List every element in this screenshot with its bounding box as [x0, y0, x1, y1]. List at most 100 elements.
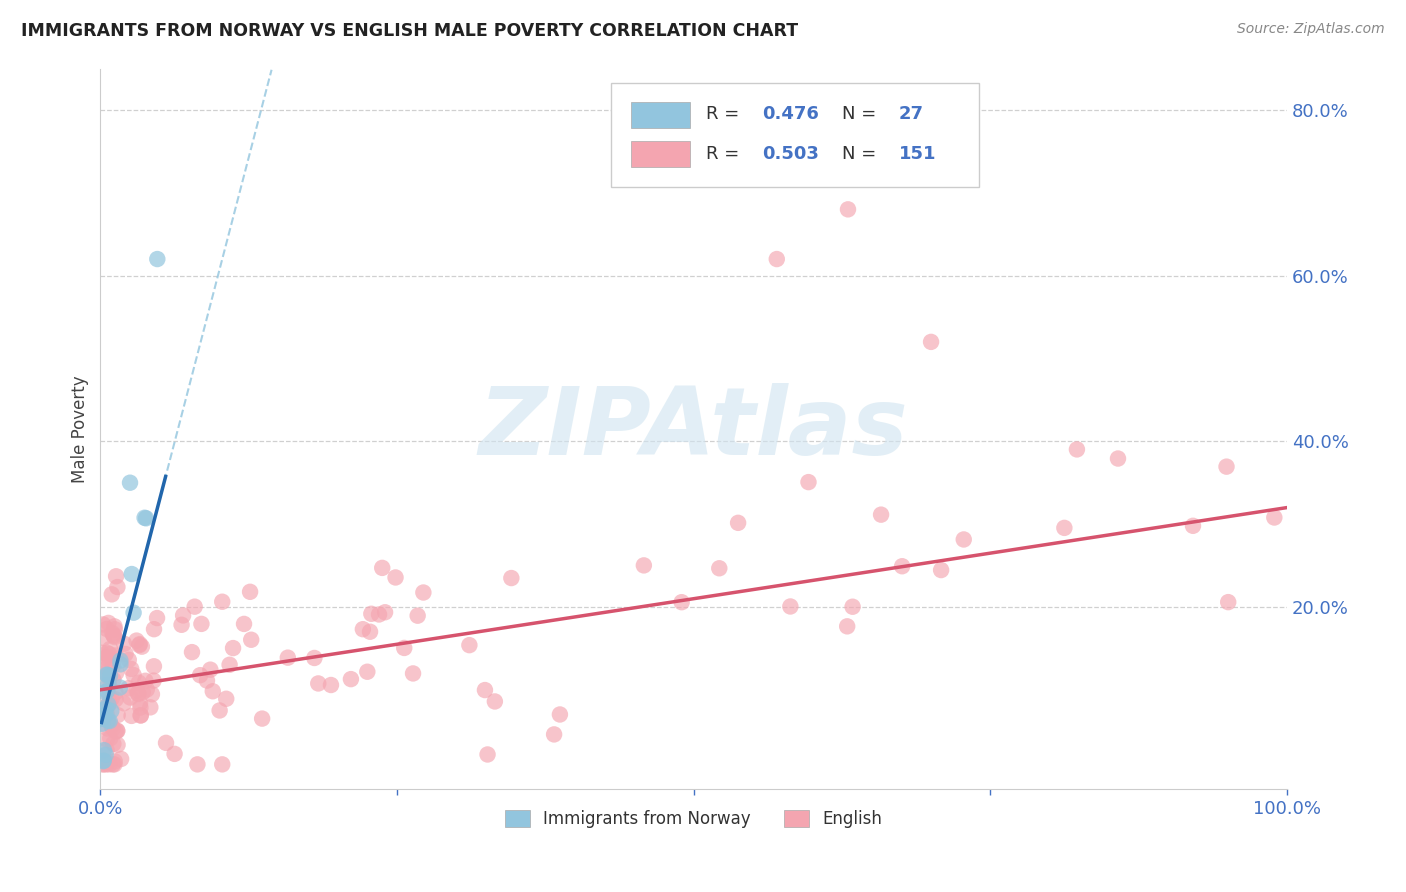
- Point: [98, 651, 121, 665]
- Point: [112, 637, 135, 651]
- Point: [129, 700, 152, 714]
- Point: [125, 633, 148, 648]
- Point: [108, 681, 131, 695]
- Point: [837, 202, 859, 217]
- Point: [146, 252, 169, 266]
- Point: [1218, 595, 1240, 609]
- Point: [359, 624, 381, 639]
- Point: [352, 622, 374, 636]
- Text: Source: ZipAtlas.com: Source: ZipAtlas.com: [1237, 22, 1385, 37]
- Point: [127, 687, 149, 701]
- Point: [91, 716, 114, 731]
- Point: [129, 708, 152, 723]
- Point: [139, 700, 162, 714]
- Point: [394, 640, 416, 655]
- Point: [841, 599, 863, 614]
- Point: [143, 622, 166, 636]
- Point: [929, 563, 952, 577]
- Point: [183, 599, 205, 614]
- Point: [101, 626, 124, 640]
- Point: [107, 708, 129, 723]
- Point: [142, 659, 165, 673]
- Point: [121, 709, 143, 723]
- Point: [1066, 442, 1088, 457]
- Point: [110, 657, 132, 672]
- Point: [891, 559, 914, 574]
- Point: [105, 723, 128, 738]
- Point: [104, 623, 127, 637]
- Point: [96, 732, 118, 747]
- Point: [1181, 518, 1204, 533]
- Text: N =: N =: [842, 145, 876, 162]
- Point: [104, 724, 127, 739]
- Point: [135, 682, 157, 697]
- Point: [93, 754, 115, 768]
- Point: [107, 738, 129, 752]
- Point: [105, 723, 128, 738]
- Point: [548, 707, 571, 722]
- Point: [96, 743, 118, 757]
- Point: [97, 698, 120, 712]
- Point: [91, 712, 114, 726]
- Point: [129, 696, 152, 710]
- Point: [190, 616, 212, 631]
- Point: [90, 646, 112, 660]
- Point: [97, 677, 120, 691]
- Point: [727, 516, 749, 530]
- Point: [93, 743, 115, 757]
- Point: [128, 637, 150, 651]
- Point: [118, 653, 141, 667]
- Point: [125, 683, 148, 698]
- Text: ZIPAtlas: ZIPAtlas: [479, 383, 908, 475]
- Point: [98, 641, 121, 656]
- Point: [163, 747, 186, 761]
- Point: [103, 673, 125, 687]
- Point: [96, 684, 118, 698]
- Point: [122, 668, 145, 682]
- Point: [127, 686, 149, 700]
- Text: 0.503: 0.503: [762, 145, 820, 162]
- Point: [188, 668, 211, 682]
- Point: [501, 571, 523, 585]
- Point: [319, 678, 342, 692]
- Point: [132, 685, 155, 699]
- Point: [91, 754, 114, 768]
- Point: [484, 694, 506, 708]
- Point: [134, 510, 156, 524]
- Point: [186, 757, 208, 772]
- Point: [384, 570, 406, 584]
- Point: [94, 707, 117, 722]
- Point: [129, 708, 152, 723]
- Point: [146, 611, 169, 625]
- Point: [117, 681, 139, 696]
- Point: [360, 607, 382, 621]
- Point: [101, 587, 124, 601]
- Point: [98, 757, 121, 772]
- Point: [104, 692, 127, 706]
- Point: [837, 619, 859, 633]
- Point: [250, 712, 273, 726]
- Point: [98, 647, 121, 661]
- Point: [98, 695, 121, 709]
- Point: [97, 615, 120, 630]
- Point: [98, 669, 121, 683]
- Point: [797, 475, 820, 489]
- Point: [371, 561, 394, 575]
- Point: [96, 646, 118, 660]
- Point: [779, 599, 801, 614]
- Point: [104, 755, 127, 769]
- Text: 151: 151: [898, 145, 936, 162]
- Point: [105, 665, 128, 680]
- Point: [107, 580, 129, 594]
- Point: [870, 508, 893, 522]
- Point: [1263, 510, 1285, 524]
- Point: [952, 533, 974, 547]
- Point: [141, 687, 163, 701]
- Text: 27: 27: [898, 105, 924, 123]
- Point: [172, 608, 194, 623]
- Point: [110, 752, 132, 766]
- Point: [128, 638, 150, 652]
- Point: [134, 673, 156, 688]
- Point: [120, 690, 142, 705]
- Point: [233, 616, 256, 631]
